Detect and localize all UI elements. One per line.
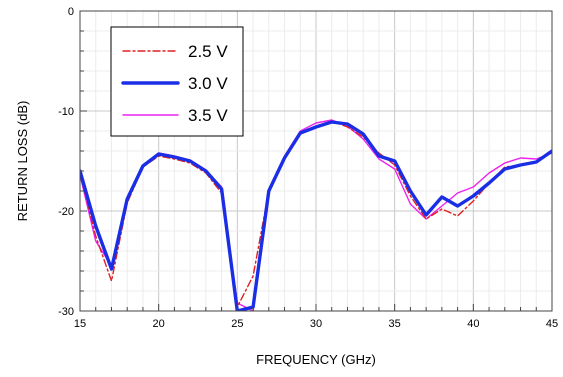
x-tick-label: 45	[546, 318, 558, 330]
y-tick-label: -10	[58, 106, 74, 118]
x-tick-label: 40	[467, 318, 479, 330]
x-axis-title: FREQUENCY (GHz)	[256, 352, 376, 367]
legend: 2.5 V 3.0 V 3.5 V	[110, 26, 244, 137]
y-tick-label: -20	[58, 206, 74, 218]
legend-label-2-5-V: 2.5 V	[188, 42, 228, 61]
x-tick-label: 20	[153, 318, 165, 330]
tick-labels: 15 20 25 30 35 40 45 0 -10 -20 -30	[58, 6, 558, 330]
x-tick-label: 30	[310, 318, 322, 330]
axis-ticks	[79, 10, 553, 312]
series-line-3-0-V	[80, 120, 552, 311]
x-tick-label: 15	[74, 318, 86, 330]
x-tick-label: 25	[231, 318, 243, 330]
legend-label-3-0-V: 3.0 V	[188, 74, 228, 93]
y-tick-label: 0	[68, 6, 74, 18]
x-tick-label: 35	[389, 318, 401, 330]
legend-label-3-5-V: 3.5 V	[188, 106, 228, 125]
y-tick-label: -30	[58, 306, 74, 318]
series-lines	[80, 119, 552, 311]
y-axis-title: RETURN LOSS (dB)	[15, 101, 30, 222]
